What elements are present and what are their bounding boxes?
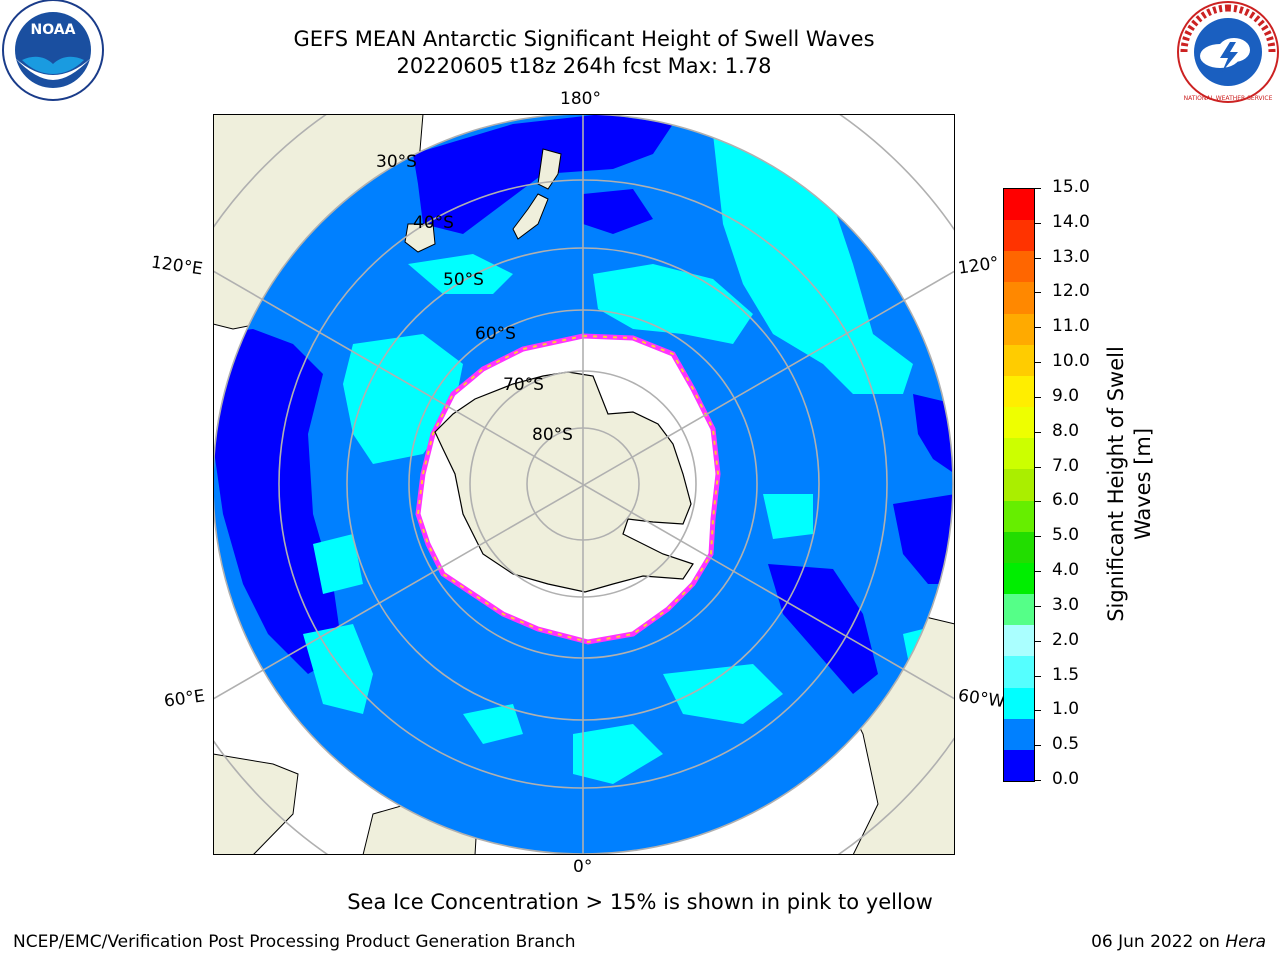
noaa-logo-text: NOAA (31, 22, 76, 38)
colorbar-label: Significant Height of Swell Waves [m] (1103, 346, 1157, 622)
footer-date-text: 06 Jun 2022 on (1091, 932, 1226, 952)
colorbar-segment (1004, 718, 1034, 751)
colorbar-tick-mark (1034, 257, 1041, 259)
colorbar-segment (1004, 438, 1034, 470)
polar-map (213, 114, 955, 855)
colorbar-segment (1004, 344, 1034, 377)
colorbar-segment (1004, 189, 1034, 221)
colorbar-segment (1004, 749, 1034, 782)
colorbar-tick-label: 5.0 (1052, 525, 1080, 546)
colorbar-segment (1004, 562, 1034, 595)
lon-label-60e: 60°E (162, 686, 207, 712)
colorbar-tick-mark (1034, 605, 1041, 607)
colorbar-tick-label: 0.0 (1052, 769, 1080, 789)
colorbar-tick-label: 4.0 (1052, 560, 1080, 581)
lat-label-70s: 70°S (503, 375, 544, 395)
colorbar-segment (1004, 687, 1034, 720)
colorbar-tick-mark (1034, 292, 1041, 294)
colorbar-segment (1004, 220, 1034, 252)
colorbar-segment (1004, 531, 1034, 564)
colorbar-tick-label: 15.0 (1052, 177, 1090, 197)
colorbar-tick-mark (1034, 222, 1041, 224)
lon-label-180: 180° (560, 89, 601, 109)
colorbar-segment (1004, 407, 1034, 439)
lat-label-30s: 30°S (376, 152, 417, 172)
colorbar-tick-label: 6.0 (1052, 490, 1080, 511)
nws-logo-text: NATIONAL WEATHER SERVICE (1184, 95, 1273, 102)
colorbar-tick-mark (1034, 536, 1041, 538)
lat-label-40s: 40°S (413, 213, 454, 233)
lon-label-120w: 120° (956, 253, 1001, 279)
colorbar-tick-mark (1034, 431, 1041, 433)
colorbar-segment (1004, 656, 1034, 689)
colorbar-tick-label: 14.0 (1052, 211, 1090, 232)
graticule (213, 114, 955, 855)
colorbar-segment (1004, 282, 1034, 315)
title-line-2: 20220605 t18z 264h fcst Max: 1.78 (396, 54, 772, 78)
colorbar-tick-label: 8.0 (1052, 420, 1080, 441)
colorbar-tick-label: 1.0 (1052, 699, 1080, 720)
colorbar-label-line-2: Waves [m] (1131, 427, 1155, 541)
sea-ice-note: Sea Ice Concentration > 15% is shown in … (347, 890, 933, 914)
lat-label-80s: 80°S (532, 425, 573, 445)
colorbar-tick-mark (1034, 362, 1041, 364)
chart-title: GEFS MEAN Antarctic Significant Height o… (150, 26, 1018, 80)
nws-logo: NATIONAL WEATHER SERVICE (1176, 0, 1280, 104)
colorbar-tick-label: 13.0 (1052, 246, 1090, 267)
colorbar-tick-mark (1034, 188, 1041, 189)
colorbar-tick-label: 9.0 (1052, 385, 1080, 406)
footer-date: 06 Jun 2022 on Hera (1091, 932, 1266, 952)
colorbar-tick-label: 12.0 (1052, 281, 1090, 302)
colorbar-segment (1004, 313, 1034, 346)
lat-label-60s: 60°S (475, 324, 516, 344)
colorbar-tick-mark (1034, 710, 1041, 712)
lat-label-50s: 50°S (443, 270, 484, 290)
colorbar-tick-label: 1.5 (1052, 664, 1080, 685)
title-line-1: GEFS MEAN Antarctic Significant Height o… (293, 27, 875, 51)
colorbar-segment (1004, 625, 1034, 657)
colorbar-tick-label: 3.0 (1052, 594, 1080, 615)
footer-credit: NCEP/EMC/Verification Post Processing Pr… (13, 932, 576, 952)
colorbar-tick-mark (1034, 780, 1041, 781)
colorbar-segment (1004, 469, 1034, 502)
colorbar-segment (1004, 251, 1034, 283)
colorbar-tick-mark (1034, 571, 1041, 573)
colorbar-tick-mark (1034, 640, 1041, 642)
colorbar-tick-mark (1034, 466, 1041, 468)
lon-label-120e: 120°E (149, 252, 204, 280)
lon-label-0: 0° (573, 857, 593, 877)
colorbar-tick-label: 10.0 (1052, 351, 1090, 372)
colorbar-tick-mark (1034, 745, 1041, 747)
colorbar-tick-label: 2.0 (1052, 629, 1080, 650)
noaa-logo: NOAA (0, 0, 106, 104)
colorbar-tick-mark (1034, 327, 1041, 329)
colorbar-tick-mark (1034, 396, 1041, 398)
colorbar (1003, 188, 1035, 782)
colorbar-segment (1004, 375, 1034, 408)
colorbar-label-line-1: Significant Height of Swell (1104, 346, 1128, 622)
colorbar-tick-label: 0.5 (1052, 734, 1080, 755)
colorbar-tick-label: 7.0 (1052, 455, 1080, 476)
lon-label-60w: 60°W (956, 685, 1007, 713)
mid-swell-regions (303, 134, 948, 784)
antarctica (434, 371, 694, 593)
colorbar-segment (1004, 500, 1034, 533)
colorbar-tick-label: 11.0 (1052, 316, 1090, 337)
colorbar-tick-mark (1034, 675, 1041, 677)
footer-host: Hera (1225, 932, 1266, 952)
colorbar-segment (1004, 594, 1034, 626)
colorbar-tick-mark (1034, 501, 1041, 503)
new-zealand (404, 148, 562, 253)
